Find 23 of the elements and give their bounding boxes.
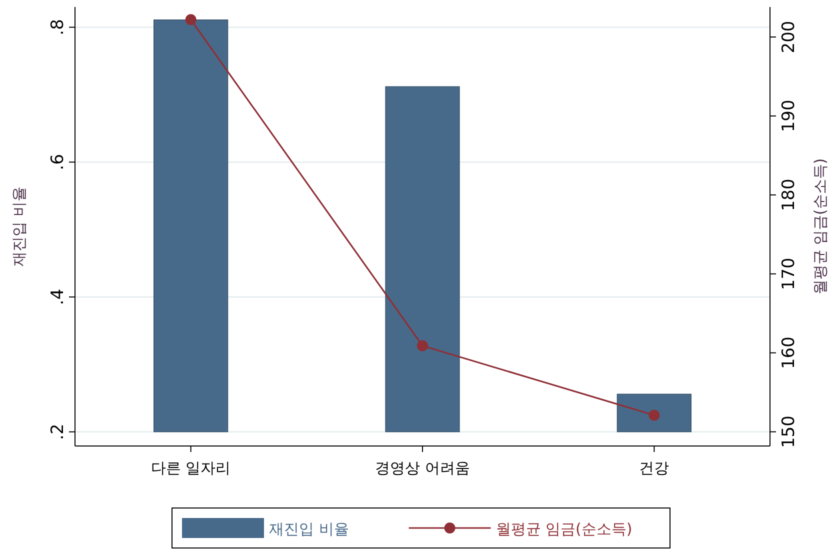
point bbox=[185, 14, 196, 26]
y-tick-label: .6 bbox=[48, 154, 68, 170]
bar bbox=[616, 394, 692, 432]
y2-tick-label: 180 bbox=[779, 178, 799, 212]
text: 월평균 임금(순소득) bbox=[496, 520, 632, 538]
y-tick-label: .2 bbox=[48, 424, 68, 440]
y-axis-title: 재진입 비율 bbox=[10, 186, 28, 266]
bar bbox=[154, 20, 228, 432]
y2-tick-label: 170 bbox=[779, 258, 799, 290]
y-tick-label: .4 bbox=[48, 288, 68, 306]
point bbox=[417, 340, 428, 352]
y2-tick-label: 150 bbox=[779, 416, 799, 448]
point bbox=[648, 410, 660, 421]
y2-tick-label: 190 bbox=[779, 100, 799, 132]
y2-tick-label: 200 bbox=[779, 20, 799, 54]
text: 재진입 비율 bbox=[269, 520, 349, 538]
x-tick-label: 건강 bbox=[639, 459, 670, 477]
x-tick-label: 경영상 어려움 bbox=[375, 459, 470, 477]
y2-axis-title: 월평균 임금(순소득) bbox=[811, 158, 829, 295]
y-tick-label: .8 bbox=[48, 19, 68, 36]
bar bbox=[385, 86, 460, 432]
y2-tick-label: 160 bbox=[779, 336, 799, 370]
x-tick-label: 다른 일자리 bbox=[150, 459, 231, 477]
